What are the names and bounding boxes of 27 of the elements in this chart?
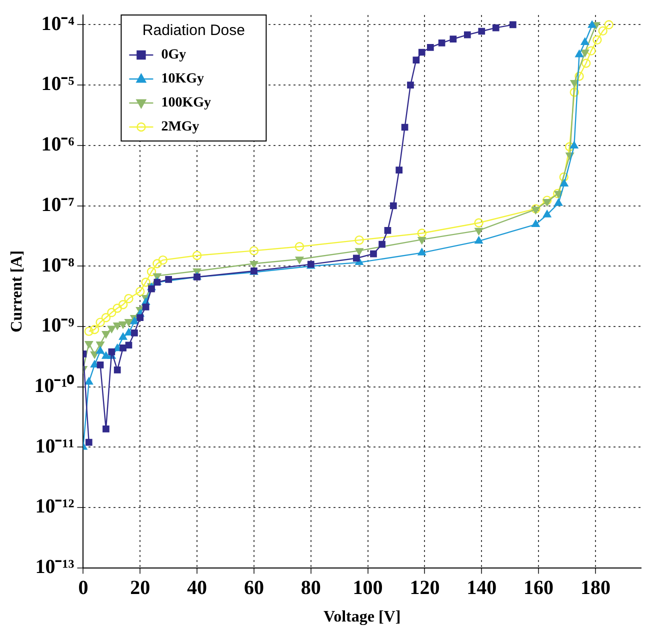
legend-label: 10KGy — [161, 72, 204, 87]
x-tick-label: 120 — [410, 576, 440, 599]
y-tick-label: 10⁻⁵ — [41, 73, 74, 96]
legend-label: 100KGy — [161, 96, 211, 111]
x-tick-label: 20 — [130, 576, 150, 599]
y-tick-label: 10⁻¹² — [35, 496, 74, 518]
x-tick-label: 60 — [244, 576, 264, 599]
y-tick-label: 10⁻⁶ — [41, 134, 74, 156]
x-tick-label: 80 — [300, 576, 321, 599]
legend-title: Radiation Dose — [142, 22, 245, 40]
y-axis-title: Current [A] — [8, 250, 26, 332]
x-tick-label: 180 — [580, 576, 610, 599]
x-tick-label: 160 — [524, 576, 554, 599]
legend-label: 0Gy — [161, 48, 186, 63]
y-tick-label: 10⁻¹⁰ — [34, 374, 74, 397]
x-axis-title: Voltage [V] — [324, 608, 401, 626]
x-tick-label: 0 — [78, 576, 88, 599]
x-tick-label: 100 — [352, 576, 383, 599]
y-tick-label: 10⁻¹¹ — [35, 435, 74, 458]
y-tick-label: 10⁻⁴ — [41, 12, 74, 35]
x-tick-label: 140 — [466, 576, 497, 599]
y-tick-label: 10⁻⁹ — [41, 314, 74, 337]
y-tick-label: 10⁻⁸ — [41, 254, 74, 276]
x-tick-label: 40 — [187, 576, 208, 599]
y-tick-label: 10⁻⁷ — [41, 194, 74, 216]
legend-label: 2MGy — [161, 120, 200, 135]
y-tick-label: 10⁻¹³ — [35, 556, 74, 578]
